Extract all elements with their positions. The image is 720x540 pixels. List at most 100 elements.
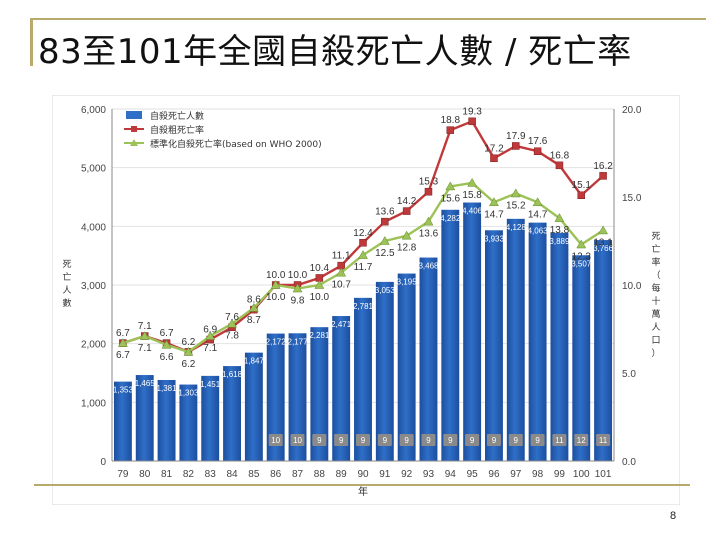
x-tick-label: 97 <box>510 469 522 480</box>
legend-swatch-marker <box>131 126 137 132</box>
crude-rate-value-label: 8.6 <box>247 295 261 306</box>
rank-badge-label: 9 <box>492 436 497 445</box>
rank-badge-label: 9 <box>448 436 453 445</box>
x-tick-label: 98 <box>532 469 544 480</box>
bar-value-label: 1,847 <box>244 357 265 366</box>
crude-rate-value-label: 15.3 <box>419 177 439 188</box>
y-left-tick-label: 4,000 <box>81 222 106 233</box>
crude-rate-marker <box>468 117 476 126</box>
legend-swatch-bar <box>126 111 142 119</box>
bar-deaths <box>201 375 220 461</box>
bar-value-label: 2,172 <box>266 338 287 347</box>
rank-badge <box>443 434 458 446</box>
y-right-tick-label: 20.0 <box>622 105 642 116</box>
std-rate-value-label: 7.1 <box>203 343 217 354</box>
y-left-tick-label: 1,000 <box>81 398 106 409</box>
y-right-tick-label: 5.0 <box>622 369 636 380</box>
std-rate-value-label: 13.1 <box>593 237 613 248</box>
rank-badge <box>552 434 567 446</box>
bar-deaths <box>550 232 569 461</box>
rank-badge-label: 9 <box>317 436 322 445</box>
crude-rate-marker <box>424 187 433 196</box>
std-rate-marker <box>336 267 347 277</box>
crude-rate-value-label: 7.6 <box>225 312 239 323</box>
std-rate-marker <box>423 216 434 226</box>
x-tick-label: 79 <box>117 469 129 480</box>
std-rate-value-label: 13.6 <box>419 229 439 240</box>
bar-deaths <box>397 273 416 461</box>
rank-badge-label: 9 <box>426 436 431 445</box>
x-tick-label: 92 <box>401 469 413 480</box>
slide-title: 83至101年全國自殺死亡人數 / 死亡率 <box>38 32 632 72</box>
std-rate-value-label: 14.7 <box>484 209 504 220</box>
crude-rate-value-label: 6.9 <box>203 325 217 336</box>
x-tick-label: 89 <box>336 469 348 480</box>
title-frame-top-rule <box>30 18 706 20</box>
std-rate-marker <box>161 339 172 349</box>
y-left-tick-label: 3,000 <box>81 281 106 292</box>
rank-badge-label: 10 <box>271 436 280 445</box>
bar-deaths <box>244 352 263 461</box>
bar-deaths <box>288 333 307 461</box>
std-rate-value-label: 6.7 <box>116 350 130 361</box>
bar-value-label: 1,303 <box>178 389 199 398</box>
x-tick-label: 87 <box>292 469 304 480</box>
bar-deaths <box>223 366 241 461</box>
x-tick-label: 94 <box>445 469 457 480</box>
legend-label: 自殺死亡人數 <box>150 110 204 122</box>
crude-rate-value-label: 13.6 <box>375 207 395 218</box>
crude-rate-value-label: 12.4 <box>353 228 373 239</box>
rank-badge <box>268 434 283 446</box>
x-tick-label: 81 <box>161 469 173 480</box>
crude-rate-marker <box>533 147 542 155</box>
bar-deaths <box>310 327 329 461</box>
crude-rate-value-label: 10.4 <box>310 263 330 274</box>
std-rate-marker <box>270 279 281 289</box>
std-rate-value-label: 12.8 <box>397 243 417 254</box>
bar-value-label: 1,381 <box>157 384 178 393</box>
rank-badge-label: 9 <box>535 436 540 445</box>
bar-deaths <box>463 202 482 462</box>
bar-value-label: 3,889 <box>549 237 570 246</box>
crude-rate-value-label: 14.2 <box>397 196 417 207</box>
bar-value-label: 3,933 <box>484 234 505 243</box>
bar-deaths <box>419 257 438 461</box>
rank-badge <box>530 434 545 446</box>
crude-rate-value-label: 11.1 <box>332 251 351 262</box>
std-rate-marker <box>532 197 543 207</box>
x-tick-label: 96 <box>488 469 500 480</box>
y-left-axis-title: 死亡人數 <box>62 259 71 309</box>
bar-value-label: 2,281 <box>309 331 330 340</box>
x-tick-label: 83 <box>205 469 217 480</box>
x-tick-label: 82 <box>183 469 195 480</box>
std-rate-value-label: 10.0 <box>266 292 286 303</box>
bar-value-label: 4,063 <box>528 227 549 236</box>
bar-deaths <box>354 297 372 461</box>
y-right-axis-title-char: ） <box>651 348 660 359</box>
x-tick-label: 99 <box>554 469 566 480</box>
std-rate-value-label: 9.8 <box>291 296 305 307</box>
crude-rate-value-label: 10.0 <box>288 270 308 281</box>
std-rate-value-label: 12.5 <box>375 248 395 259</box>
crude-rate-marker <box>512 142 520 150</box>
std-rate-marker <box>139 331 150 340</box>
rank-badge <box>596 434 611 446</box>
crude-rate-marker <box>577 191 586 199</box>
y-right-tick-label: 0.0 <box>622 457 636 468</box>
y-right-axis-title-char: 萬 <box>651 308 660 320</box>
x-axis-title: 年 <box>358 485 368 498</box>
std-rate-value-label: 12.3 <box>572 252 592 263</box>
crude-rate-marker <box>599 172 607 180</box>
suicide-chart: 10 10 9 9 9 9 9 9 9 9 9 9 9 11 12 11 1,3531,4651,3811,3… <box>51 94 681 506</box>
bar-value-label: 2,781 <box>353 302 374 311</box>
std-rate-marker <box>205 331 216 340</box>
y-right-axis-title-char: 率 <box>651 256 660 268</box>
rank-badge <box>377 434 392 446</box>
bar-value-label: 3,195 <box>397 278 418 287</box>
rank-badge <box>312 434 327 446</box>
y-right-axis-title-char: 口 <box>651 336 660 346</box>
bar-value-label: 1,465 <box>135 379 156 388</box>
rank-badge-label: 11 <box>555 436 564 445</box>
crude-rate-value-label: 16.8 <box>550 150 570 161</box>
